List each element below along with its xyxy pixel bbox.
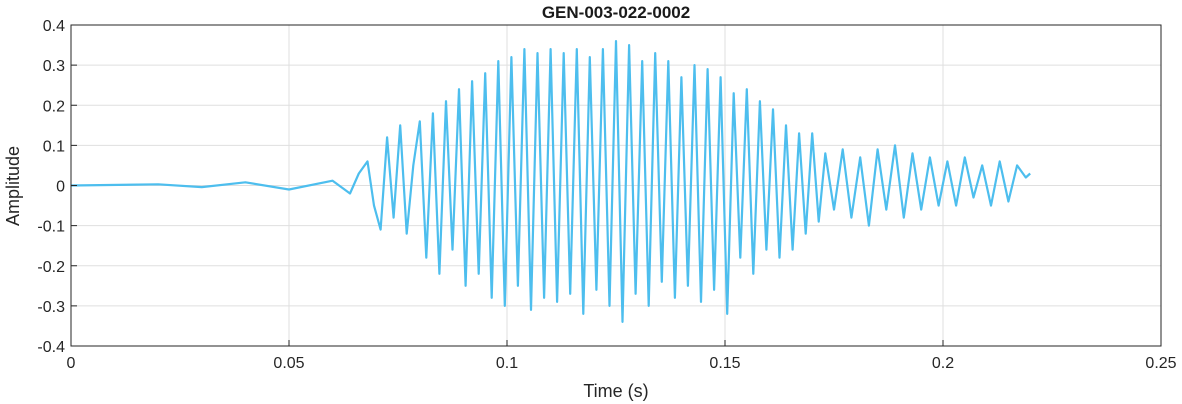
x-tick-label: 0.05: [273, 355, 304, 372]
y-tick-label: 0.2: [43, 98, 65, 115]
chart-title: GEN-003-022-0002: [542, 3, 690, 22]
x-tick-label: 0.15: [709, 355, 740, 372]
x-tick-label: 0.25: [1145, 355, 1176, 372]
y-tick-label: 0.1: [43, 138, 65, 155]
waveform-line: [70, 40, 1031, 323]
y-tick-label: 0.3: [43, 58, 65, 75]
y-tick-label: -0.3: [37, 299, 65, 316]
axis-ticks: 0 0.05 0.1 0.15 0.2 0.25 -0.4 -0.3 -0.2 -0.1 0 0.1 0…: [37, 18, 1176, 372]
y-tick-label: 0.4: [43, 18, 65, 35]
y-tick-label: -0.1: [37, 219, 65, 236]
x-axis-label: Time (s): [583, 381, 648, 401]
x-tick-label: 0.2: [932, 355, 954, 372]
y-axis-label: Amplitude: [3, 146, 23, 226]
x-tick-label: 0: [67, 355, 76, 372]
y-tick-label: -0.2: [37, 259, 65, 276]
y-tick-label: 0: [56, 179, 65, 196]
x-tick-label: 0.1: [496, 355, 518, 372]
y-tick-label: -0.4: [37, 339, 65, 356]
